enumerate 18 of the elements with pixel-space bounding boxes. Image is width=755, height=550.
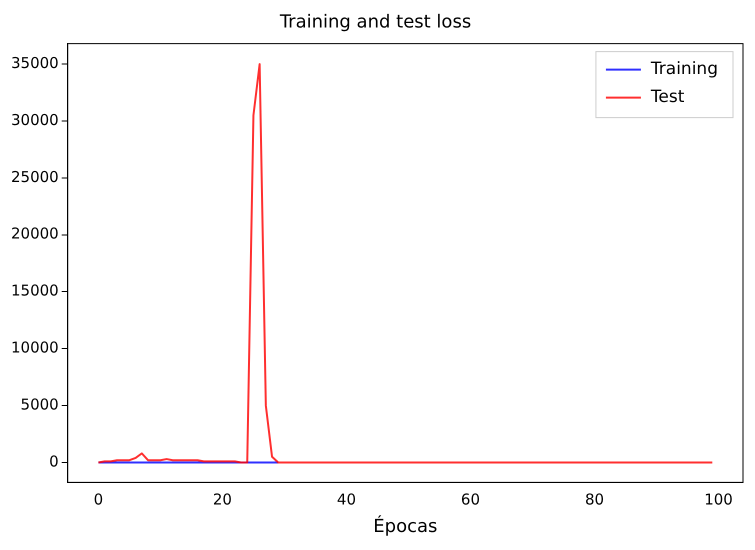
x-tick-label: 20 [212, 490, 232, 508]
x-tick-label: 100 [704, 490, 733, 508]
y-tick-label: 5000 [20, 395, 59, 414]
y-tick-label: 35000 [11, 54, 59, 72]
y-tick-label: 30000 [11, 110, 59, 129]
legend-label: Test [650, 87, 685, 108]
y-tick-label: 25000 [11, 168, 59, 186]
y-tick-label: 15000 [11, 282, 59, 300]
y-tick-label: 10000 [11, 338, 59, 357]
y-tick-label: 20000 [11, 224, 59, 243]
x-tick-label: 60 [460, 490, 480, 508]
chart-title: Training and test loss [278, 11, 472, 32]
x-axis-title: Épocas [373, 514, 438, 537]
y-tick-label: 0 [49, 452, 59, 470]
x-tick-label: 80 [584, 490, 604, 508]
legend-label: Training [650, 59, 718, 80]
x-tick-label: 0 [94, 490, 104, 508]
x-tick-label: 40 [336, 490, 356, 508]
